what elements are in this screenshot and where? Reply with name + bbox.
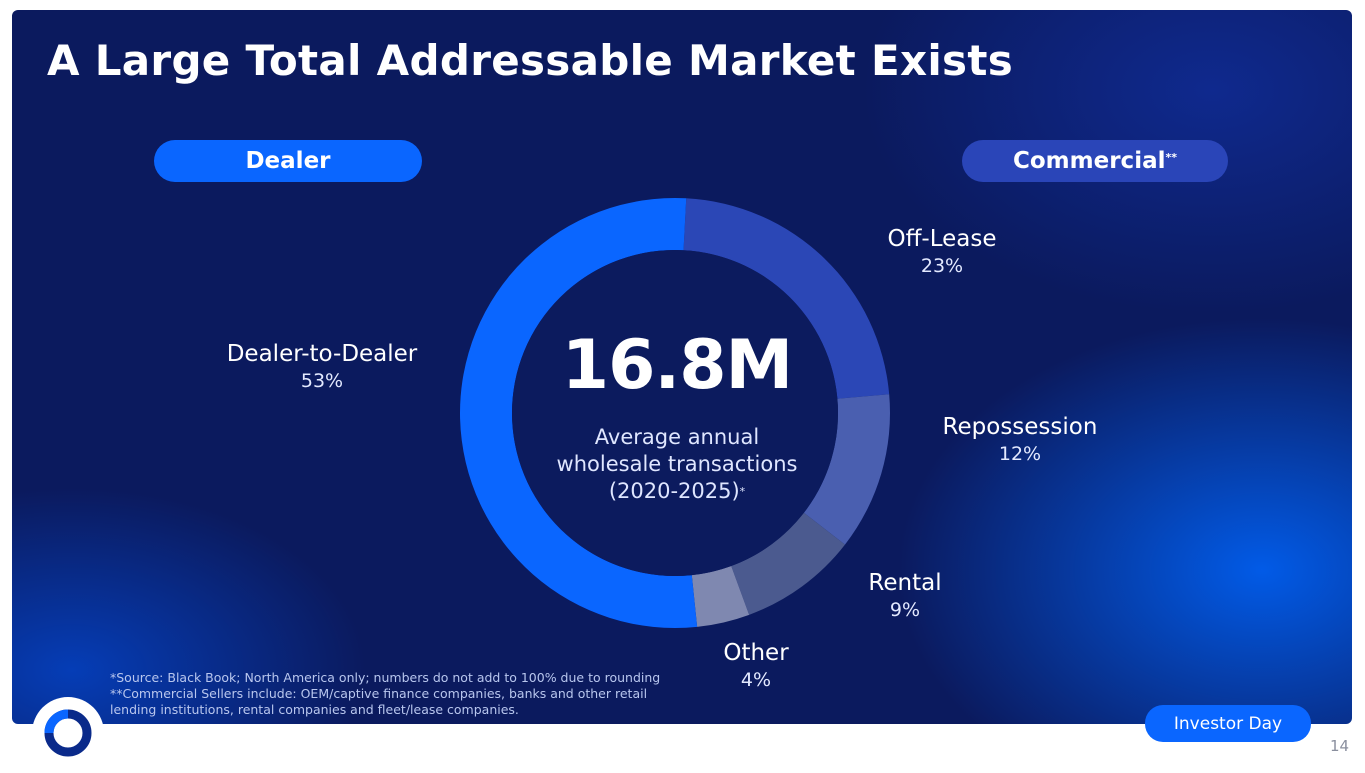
donut-chart (460, 197, 890, 628)
slide: A Large Total Addressable Market Exists … (12, 10, 1352, 724)
segment-name: Dealer-to-Dealer (226, 341, 418, 367)
investor-day-badge: Investor Day (1145, 705, 1311, 742)
dealer-pill: Dealer (154, 140, 422, 182)
commercial-pill-mark: ** (1165, 150, 1177, 164)
donut-hole (512, 250, 838, 576)
segment-value: 4% (740, 669, 772, 691)
segment-label-rental: Rental 9% (855, 570, 955, 624)
segment-label-off-lease: Off-Lease 23% (862, 226, 1022, 280)
slice-dealer-to-dealer (460, 197, 698, 628)
segment-name: Rental (868, 570, 942, 596)
segment-value: 12% (998, 443, 1042, 465)
company-logo (32, 697, 104, 769)
slice-repossession (803, 394, 890, 545)
center-label-mark: * (739, 485, 746, 498)
company-logo-icon (44, 709, 92, 757)
segment-name: Repossession (942, 414, 1098, 440)
center-value: 16.8M (561, 326, 793, 405)
segment-value: 23% (920, 255, 964, 277)
slide-title: A Large Total Addressable Market Exists (47, 36, 1014, 85)
segment-value: 9% (889, 599, 921, 621)
segment-label-dealer-to-dealer: Dealer-to-Dealer 53% (207, 341, 437, 395)
dealer-pill-label: Dealer (245, 148, 331, 174)
center-label-line2: wholesale transactions (556, 452, 798, 476)
segment-name: Other (723, 640, 789, 666)
investor-day-label: Investor Day (1173, 713, 1283, 734)
footnote-line3: lending institutions, rental companies a… (110, 702, 519, 717)
footnote-line2: **Commercial Sellers include: OEM/captiv… (110, 686, 648, 701)
center-label: Average annual wholesale transactions (2… (512, 424, 842, 505)
center-label-line3: (2020-2025) (608, 479, 740, 503)
page-number: 14 (1330, 737, 1350, 755)
commercial-pill: Commercial ** (962, 140, 1228, 182)
commercial-pill-label: Commercial (1013, 148, 1166, 174)
slice-other (691, 566, 750, 627)
segment-value: 53% (300, 370, 344, 392)
center-label-line1: Average annual (594, 425, 760, 449)
footnote: *Source: Black Book; North America only;… (110, 670, 710, 718)
segment-label-repossession: Repossession 12% (930, 414, 1110, 468)
segment-name: Off-Lease (887, 226, 997, 252)
slice-off-lease (683, 198, 890, 399)
footnote-line1: *Source: Black Book; North America only;… (110, 670, 661, 685)
slice-rental (731, 512, 845, 615)
segment-label-other: Other 4% (706, 640, 806, 694)
